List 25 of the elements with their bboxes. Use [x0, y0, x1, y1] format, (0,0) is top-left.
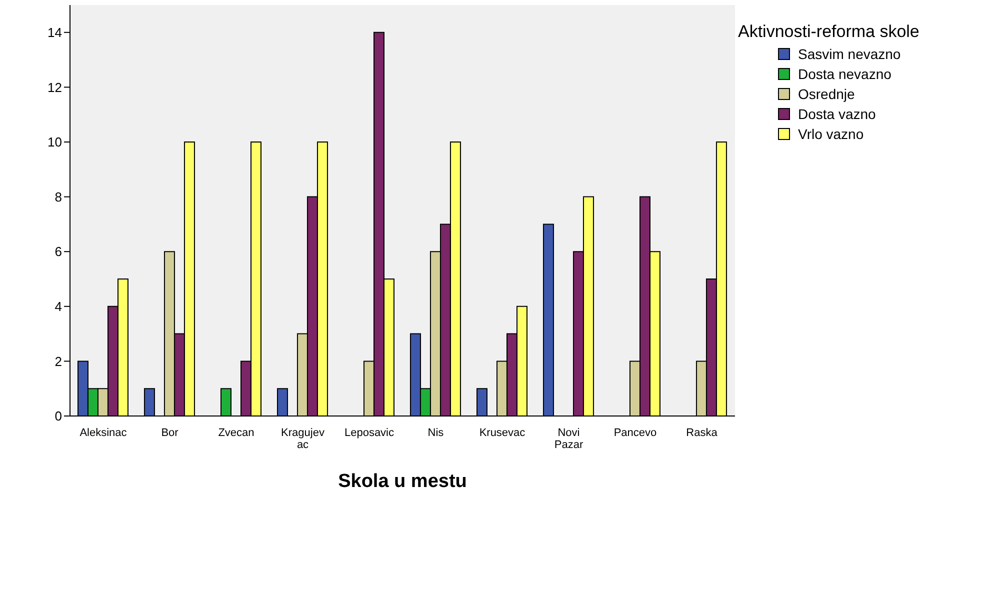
legend-title: Aktivnosti-reforma skole [738, 22, 920, 42]
y-tick-label: 2 [54, 354, 62, 369]
x-tick-label: Pancevo [614, 427, 657, 439]
x-tick-label: Kragujevac [281, 427, 325, 451]
y-tick-label: 6 [54, 244, 62, 260]
x-tick-label: Krusevac [479, 427, 526, 439]
y-tick-label: 0 [54, 408, 62, 424]
x-tick-label: Bor [161, 427, 179, 439]
legend-label: Dosta nevazno [798, 66, 892, 82]
x-tick-label: Nis [428, 427, 444, 439]
y-tick-label: 10 [48, 134, 62, 150]
x-tick-label: Novi Pazar [554, 427, 584, 451]
x-tick-label: Zvecan [218, 427, 254, 439]
y-tick-label: 14 [48, 25, 62, 40]
y-tick-label: 12 [48, 80, 62, 95]
legend-label: Osrednje [798, 86, 855, 102]
y-tick-label: 4 [54, 299, 62, 314]
x-tick-label: Leposavic [344, 427, 395, 439]
x-axis-title: Skola u mestu [338, 471, 467, 492]
x-tick-label: Aleksinac [80, 427, 128, 439]
legend-label: Dosta vazno [798, 106, 876, 122]
y-tick-label: 8 [54, 189, 62, 204]
legend-label: Sasvim nevazno [798, 46, 901, 62]
x-tick-label: Raska [686, 427, 718, 439]
legend-label: Vrlo vazno [798, 126, 864, 142]
